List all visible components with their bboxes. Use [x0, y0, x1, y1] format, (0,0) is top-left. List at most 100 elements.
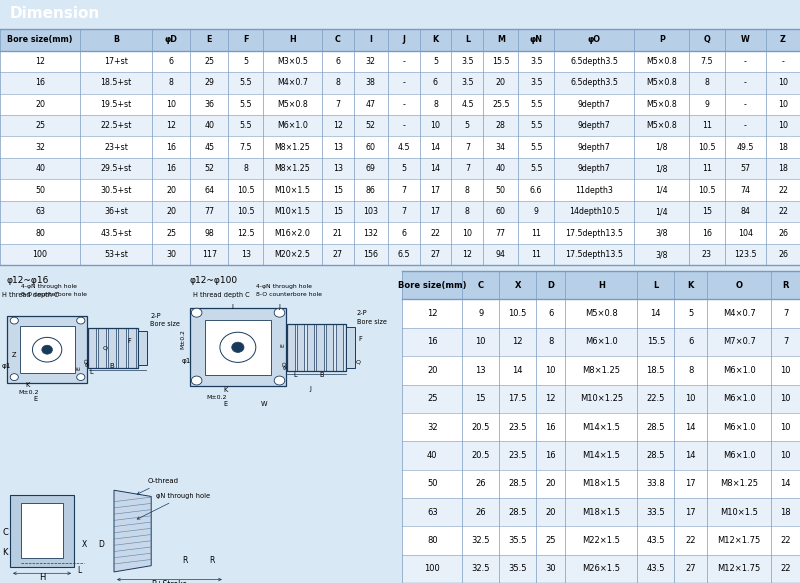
Text: 14: 14 — [513, 366, 523, 375]
Text: 6.5depth3.5: 6.5depth3.5 — [570, 57, 618, 66]
Text: 13: 13 — [333, 164, 342, 173]
Text: 32: 32 — [427, 423, 438, 431]
Bar — [402, 526, 800, 554]
Text: 8: 8 — [465, 185, 470, 195]
Text: O-thread: O-thread — [137, 478, 179, 494]
Text: J: J — [402, 36, 405, 44]
Text: 17: 17 — [430, 207, 441, 216]
Text: E: E — [77, 366, 82, 370]
Text: 60: 60 — [496, 207, 506, 216]
Text: M18×1.5: M18×1.5 — [582, 508, 620, 517]
Text: 22.5+st: 22.5+st — [101, 121, 132, 130]
Circle shape — [37, 526, 47, 535]
Text: E: E — [206, 36, 212, 44]
Text: 4.5: 4.5 — [398, 143, 410, 152]
Text: 64: 64 — [204, 185, 214, 195]
Text: 5.5: 5.5 — [239, 78, 252, 87]
Text: 12: 12 — [35, 57, 45, 66]
Text: 33.5: 33.5 — [646, 508, 665, 517]
Text: 14: 14 — [686, 451, 696, 460]
Text: M4×0.7: M4×0.7 — [723, 309, 756, 318]
Text: 53+st: 53+st — [104, 250, 128, 259]
Text: 17.5: 17.5 — [509, 394, 527, 403]
Text: -: - — [744, 121, 747, 130]
Text: 5: 5 — [433, 57, 438, 66]
Text: 26: 26 — [778, 229, 788, 237]
Text: 43.5+st: 43.5+st — [101, 229, 132, 237]
Text: 12: 12 — [546, 394, 556, 403]
Text: -: - — [744, 78, 747, 87]
Text: 14: 14 — [430, 143, 441, 152]
Text: Bore size: Bore size — [357, 319, 387, 325]
Text: M6×1.0: M6×1.0 — [277, 121, 308, 130]
Text: M16×2.0: M16×2.0 — [274, 229, 310, 237]
Bar — [0, 29, 800, 51]
Text: 20: 20 — [546, 508, 556, 517]
Text: 29: 29 — [204, 78, 214, 87]
Text: L: L — [293, 372, 297, 378]
Text: -: - — [402, 57, 405, 66]
Text: 11: 11 — [702, 164, 712, 173]
Text: M5×0.8: M5×0.8 — [277, 100, 308, 109]
Text: 6: 6 — [401, 229, 406, 237]
Text: 28: 28 — [496, 121, 506, 130]
Text: W: W — [260, 401, 267, 407]
Text: M14×1.5: M14×1.5 — [582, 451, 620, 460]
Text: 57: 57 — [741, 164, 750, 173]
Text: 6: 6 — [688, 338, 694, 346]
Text: 10.5: 10.5 — [698, 143, 716, 152]
Text: M8×1.25: M8×1.25 — [274, 164, 310, 173]
Bar — [19, 326, 74, 373]
Text: 10: 10 — [778, 121, 788, 130]
Text: 3/8: 3/8 — [655, 229, 668, 237]
Text: Q: Q — [356, 359, 361, 364]
Bar — [0, 180, 800, 201]
Text: 63: 63 — [35, 207, 45, 216]
Text: 5.5: 5.5 — [530, 100, 542, 109]
Text: D: D — [547, 281, 554, 290]
Text: 2-P: 2-P — [357, 310, 368, 317]
Text: 17: 17 — [686, 479, 696, 488]
Text: M: M — [497, 36, 505, 44]
Text: 11: 11 — [531, 229, 542, 237]
Text: E: E — [281, 343, 286, 347]
Text: 6: 6 — [169, 57, 174, 66]
Text: M12×1.75: M12×1.75 — [718, 536, 761, 545]
Text: 7: 7 — [401, 185, 406, 195]
Text: 8-O counterbore hole: 8-O counterbore hole — [22, 292, 87, 297]
Text: L: L — [89, 368, 93, 375]
Text: M5×0.8: M5×0.8 — [646, 100, 677, 109]
Text: H thread depth C: H thread depth C — [2, 292, 59, 298]
Text: -: - — [402, 121, 405, 130]
Text: φ1: φ1 — [182, 359, 191, 364]
Text: 18: 18 — [778, 143, 788, 152]
Text: K: K — [688, 281, 694, 290]
Text: K: K — [2, 547, 8, 557]
Text: -: - — [402, 78, 405, 87]
Circle shape — [28, 518, 56, 543]
Text: 9depth7: 9depth7 — [578, 100, 610, 109]
Text: C: C — [335, 36, 341, 44]
Text: 11: 11 — [702, 121, 712, 130]
Circle shape — [191, 308, 202, 317]
Text: M10×1.25: M10×1.25 — [580, 394, 622, 403]
Text: C: C — [478, 281, 484, 290]
Text: φD: φD — [85, 357, 90, 366]
Bar — [287, 324, 294, 371]
Text: 8: 8 — [335, 78, 340, 87]
Polygon shape — [114, 490, 151, 572]
Text: 9: 9 — [705, 100, 710, 109]
Text: 8: 8 — [688, 366, 694, 375]
Text: 32.5: 32.5 — [471, 536, 490, 545]
Text: 16: 16 — [35, 78, 45, 87]
Text: 20: 20 — [166, 185, 176, 195]
Text: 15.5: 15.5 — [492, 57, 510, 66]
Circle shape — [191, 376, 202, 385]
Text: Q: Q — [103, 346, 108, 351]
Text: 25: 25 — [427, 394, 438, 403]
Text: 5.5: 5.5 — [239, 121, 252, 130]
Text: 7: 7 — [335, 100, 340, 109]
Text: 10: 10 — [780, 366, 791, 375]
Text: φN: φN — [530, 36, 542, 44]
Text: 35.5: 35.5 — [509, 564, 527, 573]
